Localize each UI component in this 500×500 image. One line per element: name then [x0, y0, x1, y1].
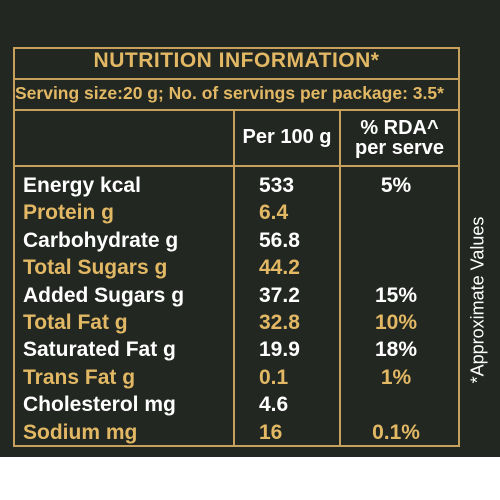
nutrient-per-100g: 19.9 [259, 338, 300, 362]
nutrient-row: Cholesterol mg 4.6 [0, 391, 460, 418]
divider-below-headers [13, 165, 460, 167]
nutrient-row: Added Sugars g 37.2 15% [0, 282, 460, 309]
nutrient-name: Total Fat g [23, 311, 128, 334]
nutrient-row: Protein g 6.4 [0, 199, 460, 226]
nutrient-per-100g: 32.8 [259, 311, 300, 334]
divider-below-title [13, 78, 460, 80]
nutrient-rda: 1% [380, 365, 412, 389]
nutrient-row: Carbohydrate g 56.8 [0, 227, 460, 254]
nutrient-rda: 5% [380, 174, 412, 197]
nutrient-row: Energy kcal 533 5% [0, 172, 460, 199]
nutrition-table [13, 47, 460, 447]
header-rda: % RDA^ per serve [341, 118, 458, 158]
nutrient-per-100g: 37.2 [259, 283, 300, 307]
nutrient-rda: 18% [374, 338, 418, 362]
header-rda-line2: per serve [355, 137, 444, 159]
nutrient-rda: 15% [374, 283, 418, 307]
nutrient-name: Saturated Fat g [23, 338, 176, 362]
nutrient-row: Total Sugars g 44.2 [0, 254, 460, 281]
nutrient-row: Trans Fat g 0.1 1% [0, 364, 460, 391]
nutrient-per-100g: 44.2 [259, 256, 300, 280]
nutrient-per-100g: 0.1 [259, 365, 289, 389]
nutrient-per-100g: 16 [259, 420, 283, 444]
nutrient-per-100g: 533 [259, 174, 295, 197]
nutrient-per-100g: 6.4 [259, 201, 289, 225]
nutrient-row: Total Fat g 32.8 10% [0, 309, 460, 336]
nutrient-rda: 0.1% [372, 420, 420, 444]
nutrient-name: Carbohydrate g [23, 228, 179, 252]
nutrient-rda: 10% [374, 311, 418, 334]
divider-below-serving [13, 109, 460, 111]
nutrient-name: Sodium mg [23, 420, 138, 444]
nutrient-row: Saturated Fat g 19.9 18% [0, 336, 460, 363]
serving-size-line: Serving size:20 g; No. of servings per p… [15, 83, 444, 103]
nutrient-per-100g: 4.6 [259, 393, 289, 417]
nutrient-name: Added Sugars g [23, 283, 185, 307]
nutrient-name: Energy kcal [23, 174, 141, 197]
nutrient-name: Trans Fat g [23, 365, 136, 389]
nutrient-name: Total Sugars g [23, 256, 168, 280]
column-divider-1 [233, 109, 235, 447]
column-divider-2 [339, 109, 341, 447]
nutrient-name: Cholesterol mg [23, 393, 176, 417]
approximate-values-note: *Approximate Values [467, 216, 488, 384]
nutrient-name: Protein g [23, 201, 115, 225]
nutrient-per-100g: 56.8 [259, 228, 300, 252]
header-per-100g: Per 100 g [242, 126, 332, 148]
header-rda-line1: % RDA^ [360, 117, 439, 139]
nutrition-panel: NUTRITION INFORMATION* Serving size:20 g… [0, 0, 500, 457]
nutrition-title: NUTRITION INFORMATION* [93, 49, 380, 72]
nutrient-row: Sodium mg 16 0.1% [0, 419, 460, 446]
